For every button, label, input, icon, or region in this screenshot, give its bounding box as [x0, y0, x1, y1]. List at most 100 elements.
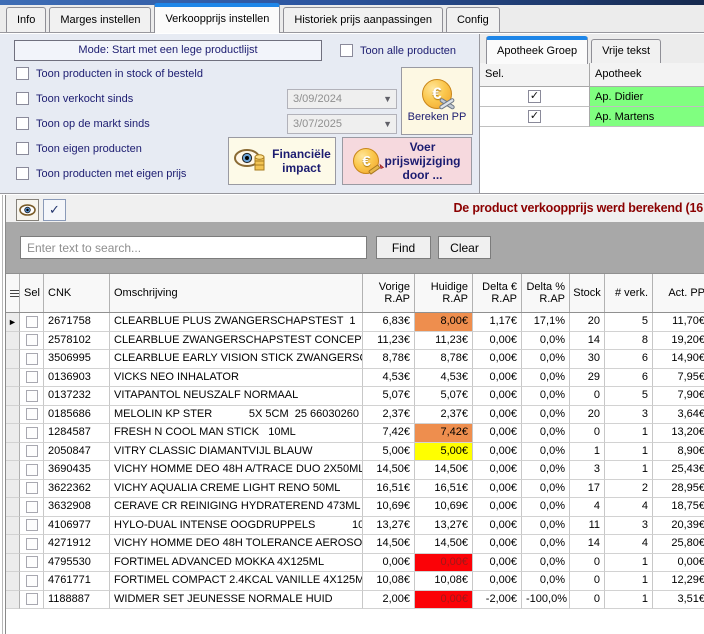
row-checkbox[interactable] [26, 538, 38, 550]
apotheek-sel-cell: ✓ [480, 107, 590, 127]
tab-verkoopprijs-instellen[interactable]: Verkoopprijs instellen [154, 3, 280, 33]
tab-config[interactable]: Config [446, 7, 500, 32]
table-row[interactable]: 4106977HYLO-DUAL INTENSE OOGDRUPPELS 101… [6, 517, 704, 536]
row-checkbox[interactable] [26, 390, 38, 402]
toon-eigen-prijs-checkbox[interactable] [16, 167, 29, 180]
tab-vrije-tekst[interactable]: Vrije tekst [591, 39, 661, 63]
omschrijving-cell: CERAVE CR REINIGING HYDRATEREND 473ML [110, 498, 363, 517]
row-checkbox[interactable] [26, 334, 38, 346]
column-header-delta_pct[interactable]: Delta %R.AP [522, 274, 570, 312]
markt-sinds-date-dropdown[interactable]: 3/07/2025 ▼ [287, 114, 397, 134]
row-checkbox[interactable] [26, 593, 38, 605]
row-checkbox[interactable] [26, 575, 38, 587]
euro-coin-icon: € [422, 79, 452, 109]
row-checkbox[interactable] [26, 519, 38, 531]
find-button[interactable]: Find [376, 236, 431, 259]
column-header-cnk[interactable]: CNK [44, 274, 110, 312]
act-pp-cell: 14,90€ [653, 350, 704, 369]
act-pp-cell: 7,95€ [653, 369, 704, 388]
aantal-verkocht-cell: 4 [605, 498, 653, 517]
delta-eur-cell: 0,00€ [473, 461, 522, 480]
cnk-cell: 3690435 [44, 461, 110, 480]
table-row[interactable]: 4761771FORTIMEL COMPACT 2.4KCAL VANILLE … [6, 572, 704, 591]
row-checkbox[interactable] [26, 556, 38, 568]
vorige-rap-cell: 14,50€ [363, 461, 415, 480]
verkocht-sinds-date-value: 3/09/2024 [293, 93, 342, 105]
column-header-omschrijving[interactable]: Omschrijving [110, 274, 363, 312]
table-row[interactable]: 3690435VICHY HOMME DEO 48H A/TRACE DUO 2… [6, 461, 704, 480]
tab-marges-instellen[interactable]: Marges instellen [49, 7, 151, 32]
table-row[interactable]: 1284587FRESH N COOL MAN STICK 10ML7,42€7… [6, 424, 704, 443]
column-header-sel[interactable]: Sel [20, 274, 44, 312]
table-row[interactable]: 0136903VICKS NEO INHALATOR4,53€4,53€0,00… [6, 369, 704, 388]
toon-eigen-producten-checkbox[interactable] [16, 142, 29, 155]
toon-verkocht-checkbox[interactable] [16, 92, 29, 105]
apotheek-row[interactable]: ✓Ap. Didier [480, 87, 704, 107]
table-row[interactable]: 0185686MELOLIN KP STER 5X 5CM 25 6603026… [6, 406, 704, 425]
tab-apotheek-groep[interactable]: Apotheek Groep [486, 36, 588, 64]
checkbox-row-eigen-prijs[interactable]: Toon producten met eigen prijs [16, 167, 186, 180]
column-header-delta_eur[interactable]: Delta €R.AP [473, 274, 522, 312]
row-checkbox[interactable] [26, 464, 38, 476]
financiele-impact-button[interactable]: Financiële impact [228, 137, 336, 185]
table-row[interactable]: 4795530FORTIMEL ADVANCED MOKKA 4X125ML0,… [6, 554, 704, 573]
stock-cell: 1 [570, 443, 605, 462]
toon-markt-checkbox[interactable] [16, 117, 29, 130]
table-row[interactable]: 4271912VICHY HOMME DEO 48H TOLERANCE AER… [6, 535, 704, 554]
row-checkbox[interactable] [26, 501, 38, 513]
apotheek-checkbox[interactable]: ✓ [528, 90, 541, 103]
row-checkbox[interactable] [26, 316, 38, 328]
column-header-act_pp[interactable]: Act. PP [653, 274, 704, 312]
table-row[interactable]: 0137232VITAPANTOL NEUSZALF NORMAAL5,07€5… [6, 387, 704, 406]
checkbox-row-eigen-producten[interactable]: Toon eigen producten [16, 142, 142, 155]
visibility-toggle-button[interactable] [16, 199, 39, 221]
row-select-cell [20, 332, 44, 351]
act-pp-cell: 20,39€ [653, 517, 704, 536]
voer-prijswijziging-button[interactable]: € Voer prijswijziging door ... [342, 137, 472, 185]
delta-pct-cell: 0,0% [522, 369, 570, 388]
financiele-impact-label: Financiële impact [272, 147, 331, 175]
table-row[interactable]: 2578102CLEARBLUE ZWANGERSCHAPSTEST CONCE… [6, 332, 704, 351]
toon-alle-producten-checkbox[interactable] [340, 44, 353, 57]
mode-button[interactable]: Mode: Start met een lege productlijst [14, 40, 322, 61]
checkbox-row-verkocht[interactable]: Toon verkocht sinds [16, 92, 133, 105]
column-header-verk[interactable]: # verk. [605, 274, 653, 312]
table-row[interactable]: 3632908CERAVE CR REINIGING HYDRATEREND 4… [6, 498, 704, 517]
row-checkbox[interactable] [26, 427, 38, 439]
apotheek-column-header-apotheek[interactable]: Apotheek [590, 63, 704, 87]
table-row[interactable]: 3622362VICHY AQUALIA CREME LIGHT RENO 50… [6, 480, 704, 499]
column-header-indicator[interactable] [6, 274, 20, 312]
checkbox-row-markt[interactable]: Toon op de markt sinds [16, 117, 150, 130]
column-header-stock[interactable]: Stock [570, 274, 605, 312]
vorige-rap-cell: 10,69€ [363, 498, 415, 517]
verkocht-sinds-date-dropdown[interactable]: 3/09/2024 ▼ [287, 89, 397, 109]
table-row[interactable]: 1188887WIDMER SET JEUNESSE NORMALE HUID2… [6, 591, 704, 610]
bereken-pp-button[interactable]: € Bereken PP [401, 67, 473, 135]
column-header-huidige[interactable]: HuidigeR.AP [415, 274, 473, 312]
checkbox-row-stock[interactable]: Toon producten in stock of besteld [16, 67, 203, 80]
column-header-vorige[interactable]: VorigeR.AP [363, 274, 415, 312]
row-select-cell [20, 480, 44, 499]
row-checkbox[interactable] [26, 482, 38, 494]
row-checkbox[interactable] [26, 353, 38, 365]
table-row[interactable]: 2050847VITRY CLASSIC DIAMANTVIJL BLAUW 7… [6, 443, 704, 462]
tab-historiek-prijs-aanpassingen[interactable]: Historiek prijs aanpassingen [283, 7, 443, 32]
apotheek-column-header-sel[interactable]: Sel. [480, 63, 590, 87]
huidige-rap-cell: 8,78€ [415, 350, 473, 369]
cnk-cell: 2578102 [44, 332, 110, 351]
apotheek-checkbox[interactable]: ✓ [528, 110, 541, 123]
apotheek-panel: Apotheek Groep Vrije tekst Sel. Apotheek… [480, 34, 704, 194]
row-checkbox[interactable] [26, 445, 38, 457]
act-pp-cell: 25,80€ [653, 535, 704, 554]
checkbox-row-toon-alle[interactable]: Toon alle producten [340, 44, 456, 57]
row-checkbox[interactable] [26, 371, 38, 383]
toon-stock-checkbox[interactable] [16, 67, 29, 80]
table-row[interactable]: 3506995CLEARBLUE EARLY VISION STICK ZWAN… [6, 350, 704, 369]
apotheek-row[interactable]: ✓Ap. Martens [480, 107, 704, 127]
row-checkbox[interactable] [26, 408, 38, 420]
tab-info[interactable]: Info [6, 7, 46, 32]
clear-button[interactable]: Clear [438, 236, 491, 259]
search-input[interactable] [20, 236, 367, 259]
select-all-toggle-button[interactable]: ✓ [43, 199, 66, 221]
table-row[interactable]: ►2671758CLEARBLUE PLUS ZWANGERSCHAPSTEST… [6, 313, 704, 332]
